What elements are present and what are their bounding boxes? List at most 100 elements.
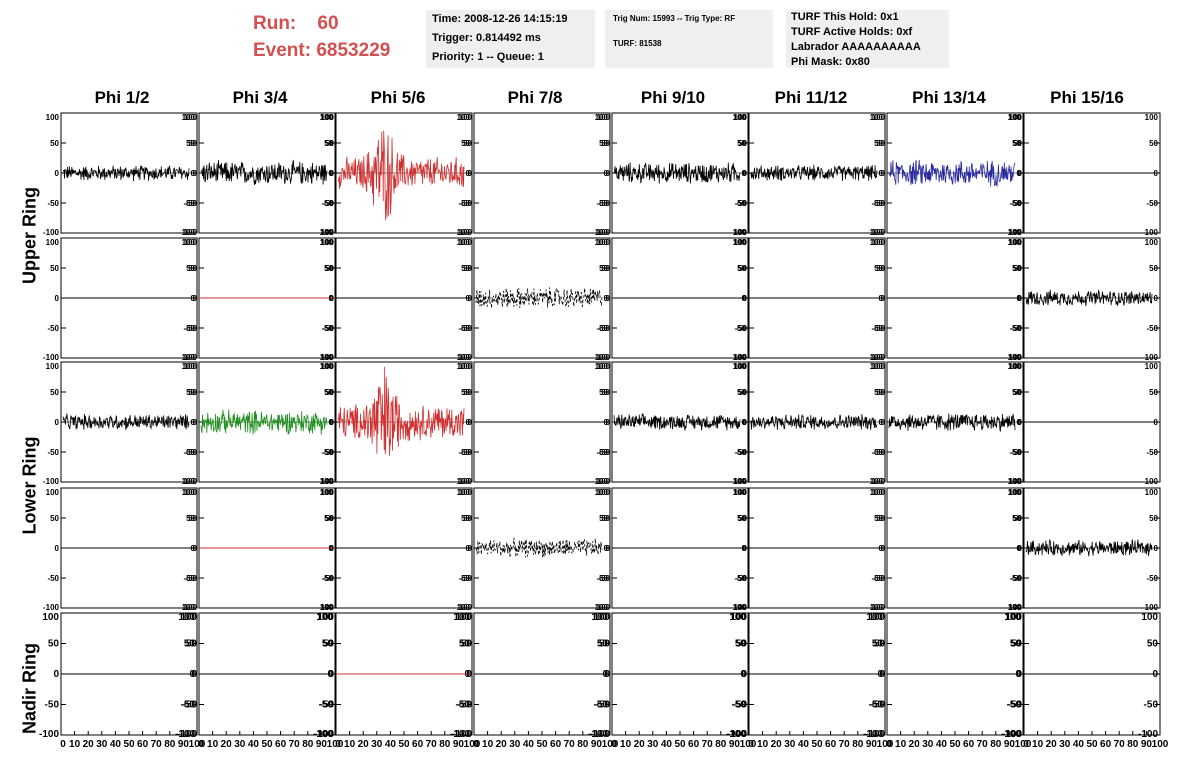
waveform-panel: 100 100 50 50 0 0 -50 -50 -100 -100	[869, 487, 1024, 612]
x-tick-label: 100	[189, 739, 206, 750]
y-tick-label: 0	[881, 418, 886, 427]
y-tick-label: -50	[594, 700, 609, 711]
y-tick-label: 0	[1018, 418, 1023, 427]
y-tick-label: -50	[321, 324, 333, 333]
y-tick-label: -100	[456, 228, 473, 237]
y-tick-label: 100	[734, 238, 748, 247]
y-tick-label: 0	[1018, 544, 1023, 553]
x-tick-label: 10	[620, 739, 632, 750]
trace-waveform	[337, 366, 465, 456]
y-tick-label: 100	[321, 113, 335, 122]
y-tick-label: 100	[1004, 612, 1021, 623]
y-tick-label: -100	[43, 603, 60, 612]
y-tick-label: 0	[1017, 169, 1022, 178]
x-tick-label: 90	[316, 739, 328, 750]
y-tick-label: 100	[1009, 488, 1023, 497]
trace-waveform	[613, 413, 741, 431]
y-tick-label: 100	[595, 113, 609, 122]
x-tick-label: 90	[1004, 739, 1016, 750]
y-tick-label: -50	[456, 700, 471, 711]
y-tick-label: -50	[871, 199, 883, 208]
y-tick-label: 0	[53, 669, 59, 680]
trace-waveform	[475, 537, 603, 558]
x-tick-label: 30	[647, 739, 659, 750]
trace-waveform	[200, 159, 328, 185]
y-tick-label: -50	[185, 199, 197, 208]
y-tick-label: 50	[876, 139, 885, 148]
y-tick-label: 0	[879, 669, 885, 680]
y-tick-label: 100	[591, 612, 608, 623]
turf-active-holds-text: TURF Active Holds: 0xf	[791, 26, 913, 38]
y-tick-label: -100	[592, 477, 609, 486]
y-tick-label: 50	[188, 514, 197, 523]
y-tick-label: 100	[1009, 238, 1023, 247]
x-tick-label: 70	[839, 739, 851, 750]
y-tick-label: 50	[599, 264, 608, 273]
y-tick-label: 100	[321, 238, 335, 247]
y-tick-label: -100	[588, 729, 608, 740]
y-tick-label: -50	[458, 199, 470, 208]
x-tick-label: 10	[757, 739, 769, 750]
y-tick-label: 0	[468, 294, 473, 303]
y-tick-label: 100	[870, 362, 884, 371]
x-tick-label: 40	[1073, 739, 1085, 750]
y-tick-label: 100	[457, 362, 471, 371]
waveform-panel: 100 100 50 50 0 0 -50 -50 -100 -100	[181, 112, 336, 237]
y-tick-label: -50	[458, 324, 470, 333]
y-tick-label: 100	[46, 488, 60, 497]
y-tick-label: 0	[606, 294, 611, 303]
run-event-block: Run: 60 Event: 6853229	[253, 10, 390, 64]
column-header-phi-11-12: Phi 11/12	[774, 88, 848, 107]
y-tick-label: 100	[1008, 488, 1022, 497]
y-tick-label: -50	[1144, 700, 1159, 711]
y-tick-label: 50	[186, 388, 195, 397]
y-tick-label: 50	[324, 514, 333, 523]
x-tick-label: 40	[936, 739, 948, 750]
y-tick-label: 50	[601, 514, 610, 523]
x-tick-label: 40	[798, 739, 810, 750]
y-tick-label: 50	[874, 264, 883, 273]
x-tick-label: 40	[661, 739, 673, 750]
y-tick-label: 100	[182, 238, 196, 247]
waveform-panel: 100 100 50 50 0 0 -50 -50 -100 -100	[594, 361, 749, 486]
x-tick-label: 10	[207, 739, 219, 750]
x-tick-label: 80	[164, 739, 176, 750]
x-tick-label: 10	[482, 739, 494, 750]
y-tick-label: -50	[735, 199, 747, 208]
x-tick-label: 90	[1141, 739, 1153, 750]
y-tick-label: 0	[468, 544, 473, 553]
y-tick-label: -50	[181, 700, 196, 711]
y-tick-label: -50	[733, 700, 748, 711]
y-tick-label: 100	[870, 488, 884, 497]
event-row: Event: 6853229	[253, 37, 390, 64]
x-tick-label: 30	[371, 739, 383, 750]
x-tick-label: 60	[275, 739, 287, 750]
x-tick-label: 80	[1127, 739, 1139, 750]
x-tick-label: 50	[398, 739, 410, 750]
y-tick-label: 100	[872, 238, 886, 247]
y-tick-label: -100	[869, 603, 886, 612]
y-tick-label: -50	[185, 324, 197, 333]
y-tick-label: -50	[47, 324, 59, 333]
y-tick-label: 50	[599, 639, 611, 650]
waveform-panel: 100 100 50 50 0 0 -50 -50 -100 -100	[594, 487, 749, 612]
x-tick-label: 50	[674, 739, 686, 750]
x-tick-label: 20	[771, 739, 783, 750]
y-tick-label: -100	[454, 228, 471, 237]
event-label: Event:	[253, 40, 312, 61]
y-tick-label: -100	[318, 228, 335, 237]
turf-text: TURF: 81538	[613, 39, 662, 48]
y-tick-label: 100	[42, 612, 59, 623]
y-tick-label: 50	[737, 514, 746, 523]
x-tick-label: 0	[198, 739, 204, 750]
y-tick-label: 50	[876, 514, 885, 523]
y-tick-label: 50	[461, 639, 473, 650]
y-tick-label: 100	[46, 238, 60, 247]
y-tick-label: 100	[184, 113, 198, 122]
waveform-panel: 100 100 50 50 0 0 -50 -50 -100 -100	[594, 112, 749, 237]
y-tick-label: 0	[1018, 294, 1023, 303]
x-tick-label: 90	[729, 739, 741, 750]
y-tick-label: 100	[459, 362, 473, 371]
y-tick-label: 50	[1011, 639, 1023, 650]
x-tick-label: 80	[852, 739, 864, 750]
